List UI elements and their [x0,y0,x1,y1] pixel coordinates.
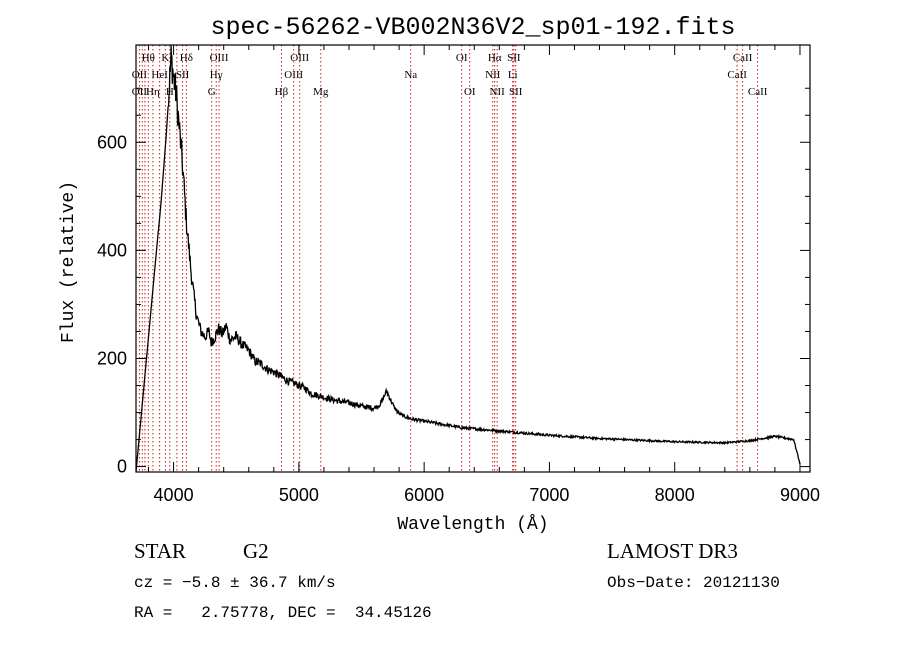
line-label-13: OIII [284,69,303,81]
redshift-velocity: cz = −5.8 ± 36.7 km/s [134,574,336,592]
line-label-24: OI [464,86,476,98]
line-label-1: K [161,52,169,64]
y-tick-label: 400 [97,240,127,260]
line-label-12: Hγ [210,69,223,81]
axis-ticks: 4000 5000 6000 7000 8000 9000 0 200 400 600 [97,45,820,505]
line-label-10: HeI [151,69,168,81]
line-label-4: OIII [290,52,309,64]
chart-title: spec-56262-VB002N36V2_sp01-192.fits [210,13,735,42]
spectrum-line [135,45,801,473]
plot-frame [135,44,811,473]
line-label-2: Hδ [180,52,193,64]
line-label-7: SII [507,52,521,64]
observation-date: Obs−Date: 20121130 [607,574,780,592]
y-tick-label: 0 [117,457,127,477]
line-label-11: SII [176,69,190,81]
line-label-25: NII [490,86,506,98]
line-label-19: Hη [146,86,160,98]
survey-name: LAMOST DR3 [607,539,738,563]
line-label-6: Hα [488,52,502,64]
y-tick-label: 600 [97,132,127,152]
line-label-15: NII [485,69,501,81]
x-tick-label: 8000 [655,485,695,505]
x-tick-label: 6000 [404,485,444,505]
line-label-21: G [208,86,216,98]
x-tick-label: 5000 [279,485,319,505]
line-label-22: Hβ [275,86,289,98]
line-label-17: CaII [727,69,747,81]
line-label-26: SII [509,86,523,98]
line-label-0: Hθ [142,52,155,64]
x-axis-label: Wavelength (Å) [397,514,548,535]
y-axis-label: Flux (relative) [59,181,79,343]
object-subclass: G2 [243,539,269,563]
spectral-line-labels: Hθ K Hδ OIII OIII OI Hα SII CaII OII HeI SII Hγ OIII N… [132,52,768,98]
line-label-23: Mg [313,86,329,98]
line-label-27: CaII [748,86,768,98]
x-tick-label: 9000 [780,485,820,505]
x-tick-label: 4000 [154,485,194,505]
y-tick-label: 200 [97,348,127,368]
x-tick-label: 7000 [529,485,569,505]
object-class: STAR [134,539,186,563]
line-label-9: OII [132,69,148,81]
line-label-14: Na [404,69,417,81]
line-label-3: OIII [210,52,229,64]
spectral-line-markers [138,45,759,472]
sky-coordinates: RA = 2.75778, DEC = 34.45126 [134,604,432,622]
line-label-8: CaII [733,52,753,64]
line-label-5: OI [456,52,468,64]
line-label-16: Li [508,69,518,81]
